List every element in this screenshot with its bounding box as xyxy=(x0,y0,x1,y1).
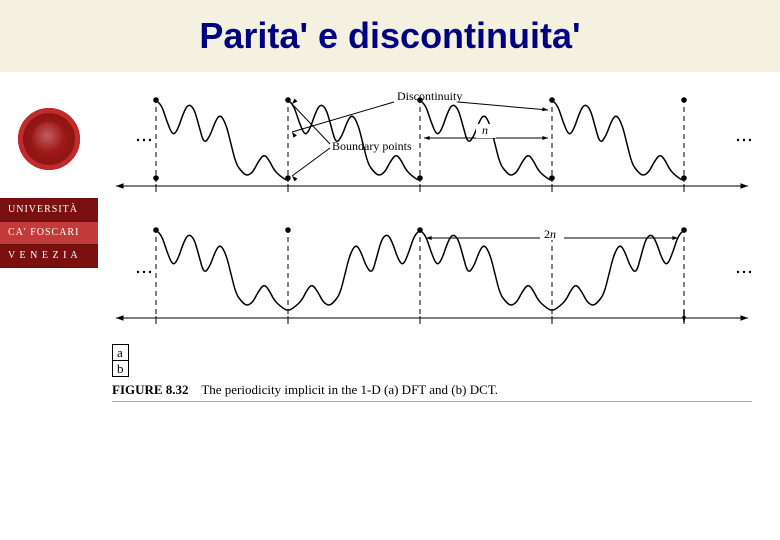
figure-caption: FIGURE 8.32 The periodicity implicit in … xyxy=(112,382,752,402)
ab-label-box: a b xyxy=(112,344,129,377)
university-labels: UNIVERSITÀ CA' FOSCARI V E N E Z I A xyxy=(0,198,98,268)
body: UNIVERSITÀ CA' FOSCARI V E N E Z I A Dis… xyxy=(0,72,780,540)
page-title: Parita' e discontinuita' xyxy=(199,15,580,57)
uni-label-0: UNIVERSITÀ xyxy=(0,198,98,221)
figure-caption-label: FIGURE 8.32 xyxy=(112,382,189,397)
figure-caption-text: The periodicity implicit in the 1-D (a) … xyxy=(201,382,498,397)
uni-label-2: V E N E Z I A xyxy=(0,244,98,268)
svg-text:n: n xyxy=(482,123,488,137)
figure-8-32: Discontinuity Boundary points n 2n xyxy=(112,88,752,339)
figure-caption-block: a b FIGURE 8.32 The periodicity implicit… xyxy=(112,344,752,402)
university-seal-icon xyxy=(18,108,80,170)
sidebar: UNIVERSITÀ CA' FOSCARI V E N E Z I A xyxy=(0,72,98,540)
ab-label-b: b xyxy=(113,361,128,377)
ab-label-a: a xyxy=(113,345,128,361)
svg-text:Discontinuity: Discontinuity xyxy=(397,89,462,103)
svg-text:Boundary points: Boundary points xyxy=(332,139,412,153)
uni-label-1: CA' FOSCARI xyxy=(0,221,98,244)
svg-text:2n: 2n xyxy=(544,227,556,241)
title-bar: Parita' e discontinuita' xyxy=(0,0,780,72)
figure-svg: Discontinuity Boundary points n 2n xyxy=(112,88,752,334)
